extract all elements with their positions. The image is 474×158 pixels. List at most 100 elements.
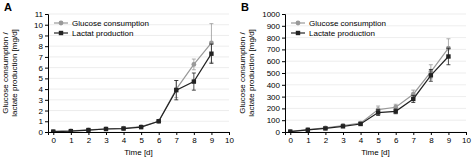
tick: 600 (267, 57, 285, 66)
tick: 6 (394, 132, 399, 145)
legend-marker (296, 21, 301, 26)
tick-mark (45, 100, 48, 101)
tick-mark (308, 132, 309, 135)
series (51, 44, 214, 132)
legend: Glucose consumptionLactate production (291, 19, 386, 38)
tick-mark (325, 132, 326, 135)
tick-label: 3 (341, 136, 346, 145)
legend-label: Lactat production (72, 29, 133, 38)
point (411, 97, 415, 101)
tick-mark (229, 132, 230, 135)
tick-mark (413, 132, 414, 135)
point (358, 122, 362, 126)
tick-mark (45, 35, 48, 36)
tick-label: 4 (122, 136, 127, 145)
y-axis: 01234567891011 (34, 10, 48, 137)
tick-label: 300 (267, 93, 281, 102)
tick: 3 (341, 132, 346, 145)
point (191, 62, 196, 67)
point (104, 127, 108, 131)
tick-label: 7 (412, 136, 417, 145)
tick-mark (176, 132, 177, 135)
tick-mark (343, 132, 344, 135)
tick-label: 6 (39, 64, 44, 73)
grid-line (285, 120, 466, 121)
tick: 5 (376, 132, 381, 145)
x-axis: 012345678910 (49, 132, 235, 145)
legend-item: Glucose consumption (291, 19, 386, 28)
marks (288, 39, 451, 132)
x-axis: 012345678910 (286, 132, 472, 145)
tick: 1000 (262, 10, 285, 19)
grid-line (285, 96, 466, 97)
tick: 800 (267, 34, 285, 43)
tick-label: 200 (267, 104, 281, 113)
point (394, 109, 398, 113)
tick-label: 9 (210, 136, 215, 145)
tick-mark (282, 120, 285, 121)
tick: 10 (225, 132, 234, 145)
point (68, 129, 73, 132)
tick-label: 0 (289, 136, 294, 145)
tick-label: 7 (39, 53, 44, 62)
tick-mark (211, 132, 212, 135)
legend-marker (59, 31, 63, 35)
tick-label: 5 (376, 136, 381, 145)
tick-label: 11 (35, 10, 44, 19)
tick-mark (282, 132, 285, 133)
error-bar (411, 95, 415, 102)
point (323, 126, 327, 130)
legend-marker (296, 31, 300, 35)
tick-mark (45, 78, 48, 79)
panel: 0123456789100100200300400500600700800900… (238, 1, 471, 157)
line (53, 43, 211, 132)
tick-label: 4 (359, 136, 364, 145)
tick: 3 (39, 96, 48, 105)
panel: 01234567891001234567891011Glucose consum… (1, 1, 234, 157)
point (156, 119, 161, 124)
tick-label: 2 (87, 136, 92, 145)
tick: 5 (39, 74, 48, 83)
tick: 1 (69, 132, 74, 145)
legend-marker (59, 21, 64, 26)
tick-label: 10 (462, 136, 471, 145)
tick: 300 (267, 93, 285, 102)
error-bar (192, 73, 196, 90)
tick: 7 (175, 132, 180, 145)
tick: 6 (157, 132, 162, 145)
tick-label: 4 (39, 85, 44, 94)
tick-mark (45, 14, 48, 15)
plot-area: 01234567891001234567891011Glucose consum… (1, 10, 234, 157)
point (429, 73, 433, 77)
tick-mark (282, 61, 285, 62)
y-axis-title-line: lactate production [mg/d] (247, 29, 256, 117)
point (51, 129, 56, 132)
point (139, 125, 143, 129)
error-bar (209, 44, 213, 63)
tick-mark (45, 46, 48, 47)
tick-label: 500 (267, 69, 281, 78)
point (86, 127, 91, 132)
tick-mark (431, 132, 432, 135)
legend-item: Lactate production (291, 29, 375, 38)
tick-mark (361, 132, 362, 135)
tick-mark (282, 85, 285, 86)
grid-line (48, 56, 229, 57)
chart: 01234567891001234567891011Glucose consum… (0, 0, 474, 158)
grid-line (48, 121, 229, 122)
tick: 11 (35, 10, 48, 19)
point (323, 125, 328, 130)
tick: 700 (267, 45, 285, 54)
tick: 8 (429, 132, 434, 145)
tick: 0 (39, 128, 48, 137)
tick-label: 1 (69, 136, 74, 145)
point (139, 124, 144, 129)
legend-label: Glucose consumption (309, 19, 386, 28)
tick: 1 (306, 132, 311, 145)
error-bar (394, 109, 398, 114)
tick-label: 6 (157, 136, 162, 145)
tick-mark (45, 68, 48, 69)
grid-line (48, 46, 229, 47)
x-axis-title: Time [d] (124, 148, 153, 157)
tick-mark (378, 132, 379, 135)
